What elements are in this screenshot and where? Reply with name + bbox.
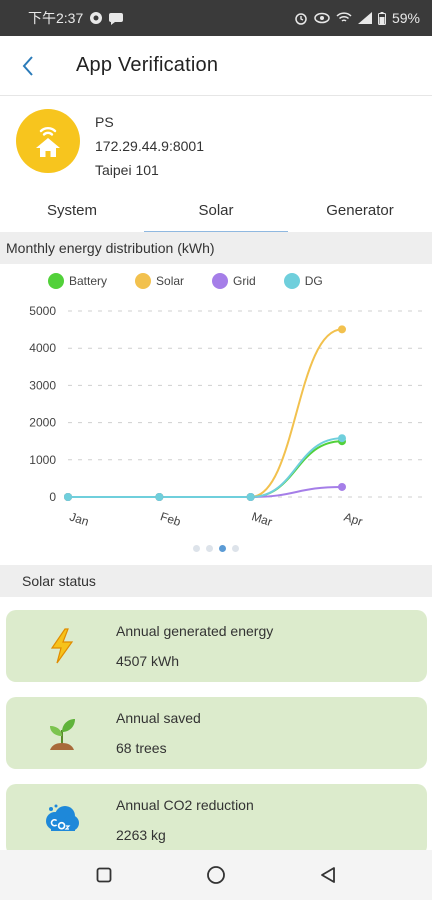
home-button[interactable] (204, 863, 228, 887)
data-point-dg (64, 493, 72, 501)
card-annual-saved[interactable]: Annual saved 68 trees (6, 697, 427, 769)
y-tick-label: 5000 (29, 304, 56, 318)
energy-chart: Battery Solar Grid DG 0 1000 2000 3000 4000 5… (0, 265, 432, 565)
legend-item-solar[interactable]: Solar (135, 273, 184, 289)
card-value: 2263 kg (116, 827, 166, 843)
card-value: 68 trees (116, 740, 167, 756)
legend-label-battery: Battery (69, 274, 108, 288)
legend-label-solar: Solar (156, 274, 185, 288)
notification-icon (89, 11, 103, 25)
back-button[interactable] (0, 36, 56, 96)
series-line-solar (67, 328, 343, 499)
solar-status-title: Solar status (0, 565, 432, 597)
co2-cloud-icon (42, 800, 82, 840)
x-tick-label: Apr (342, 510, 364, 529)
pager-dot[interactable] (193, 545, 200, 552)
card-annual-energy[interactable]: Annual generated energy 4507 kWh (6, 610, 427, 682)
chat-icon (109, 11, 125, 25)
lightning-icon (42, 626, 82, 666)
tab-system[interactable]: System (46, 202, 97, 219)
legend-item-dg[interactable]: DG (283, 273, 323, 289)
y-tick-label: 3000 (29, 378, 56, 392)
pager-dot[interactable] (232, 545, 239, 552)
eye-icon (314, 12, 330, 24)
pager-dot[interactable] (206, 545, 213, 552)
recents-button[interactable] (92, 863, 116, 887)
data-point-dg (338, 434, 346, 443)
data-point-dg (246, 493, 255, 501)
series-line-grid (67, 485, 343, 499)
card-value: 4507 kWh (116, 653, 180, 669)
pager-dot-active[interactable] (219, 545, 226, 552)
battery-percent: 59% (391, 10, 420, 26)
status-bar: 下午2:37 59% (0, 0, 432, 36)
site-address: 172.29.44.9:8001 (95, 138, 204, 154)
app-bar: App Verification (0, 36, 432, 96)
wifi-icon (336, 12, 352, 24)
legend-dot-dg (283, 273, 300, 289)
y-tick-label: 2000 (29, 416, 56, 430)
site-info: PS 172.29.44.9:8001 Taipei 101 (0, 100, 432, 190)
y-tick-label: 1000 (29, 453, 56, 467)
y-tick-label: 0 (49, 490, 56, 504)
battery-icon (377, 11, 386, 25)
legend-dot-grid (212, 273, 229, 289)
signal-icon (357, 12, 372, 24)
alarm-icon (294, 11, 308, 25)
x-tick-label: Jan (68, 510, 91, 529)
site-location: Taipei 101 (95, 162, 159, 178)
data-point-solar (338, 325, 346, 334)
back-nav-button[interactable] (316, 863, 340, 887)
page-title: App Verification (76, 54, 219, 76)
chart-section-title: Monthly energy distribution (kWh) (0, 232, 432, 264)
tab-bar: System Solar Generator (0, 195, 432, 233)
triangle-back-icon (321, 867, 335, 883)
tab-generator[interactable]: Generator (326, 202, 394, 219)
y-tick-label: 4000 (29, 341, 56, 355)
site-name: PS (95, 114, 114, 130)
card-label: Annual saved (116, 710, 201, 726)
square-icon (96, 867, 112, 883)
tab-solar[interactable]: Solar (144, 195, 288, 233)
card-co2-reduction[interactable]: Annual CO2 reduction 2263 kg (6, 784, 427, 856)
legend-item-grid[interactable]: Grid (212, 273, 256, 289)
site-avatar (16, 109, 80, 173)
data-point-dg (155, 493, 164, 501)
chart-plot-area: 0 1000 2000 3000 4000 5000 Jan Feb Mar Apr (29, 304, 425, 529)
legend-label-grid: Grid (233, 274, 256, 288)
legend-item-battery[interactable]: Battery (48, 273, 107, 289)
series-line-battery (67, 440, 343, 499)
card-label: Annual generated energy (116, 623, 274, 639)
chart-legend: Battery Solar Grid DG (48, 273, 323, 289)
x-tick-label: Feb (159, 509, 183, 529)
chart-pager (0, 545, 432, 552)
card-label: Annual CO2 reduction (116, 797, 254, 813)
sprout-icon (42, 713, 82, 753)
data-point-grid (338, 482, 346, 491)
legend-dot-solar (135, 273, 152, 289)
legend-label-dg: DG (304, 274, 323, 288)
x-tick-label: Mar (250, 509, 274, 529)
series-line-dg (67, 437, 343, 499)
circle-icon (207, 866, 225, 884)
status-time: 下午2:37 (28, 10, 84, 26)
system-nav-bar (0, 850, 432, 900)
chevron-left-icon (22, 55, 33, 76)
legend-dot-battery (48, 273, 64, 289)
smart-home-icon (36, 126, 60, 157)
